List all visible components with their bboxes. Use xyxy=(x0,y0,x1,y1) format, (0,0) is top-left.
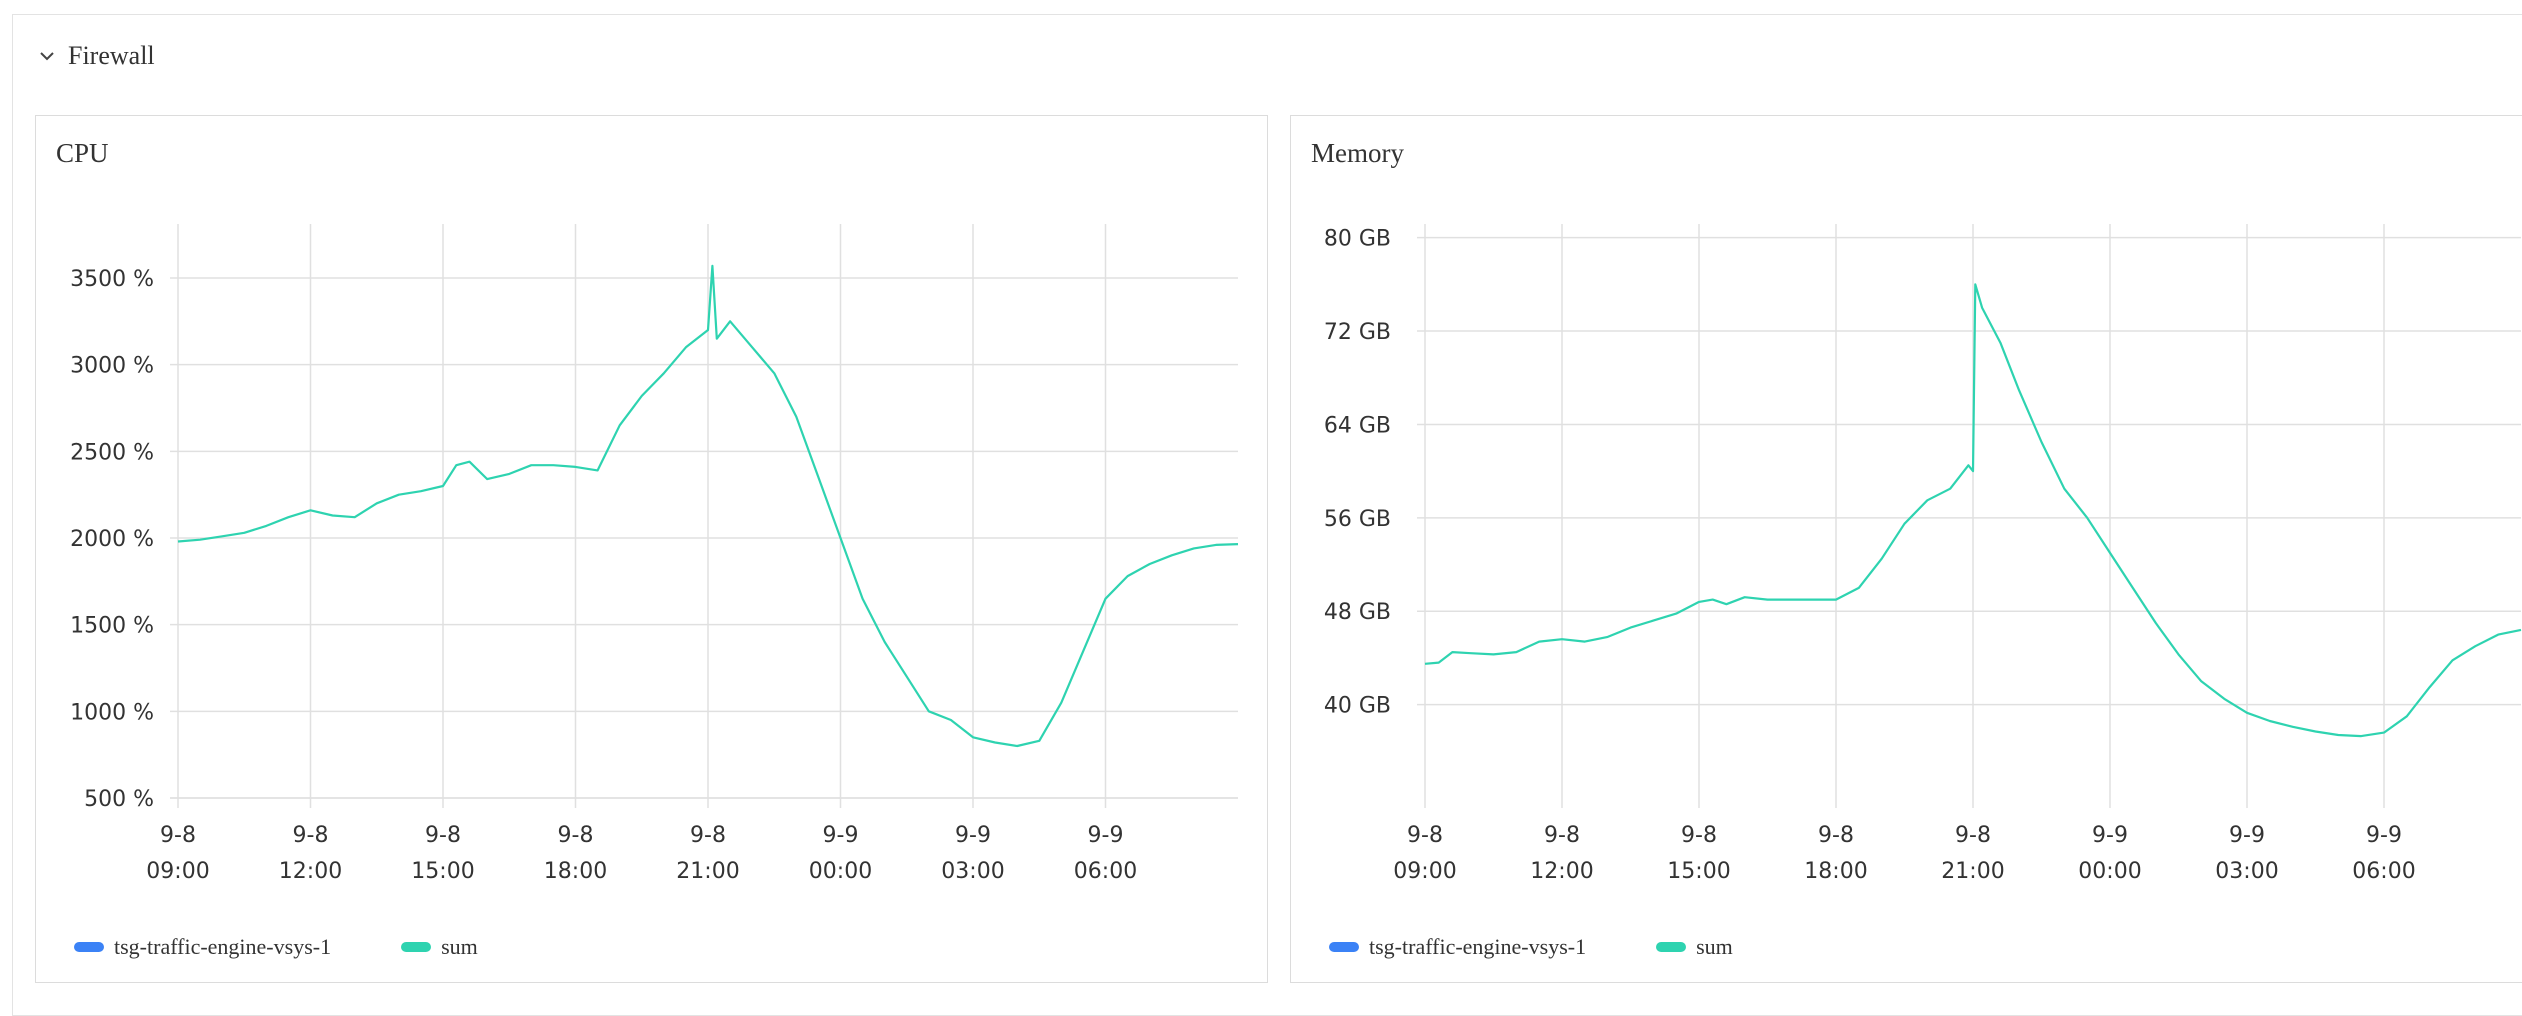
x-tick-label-date: 9-9 xyxy=(823,823,859,848)
x-tick-label-date: 9-9 xyxy=(2366,823,2402,848)
x-tick-label-date: 9-9 xyxy=(2229,823,2265,848)
legend-label: tsg-traffic-engine-vsys-1 xyxy=(1369,934,1587,959)
x-tick-label-date: 9-8 xyxy=(1544,823,1580,848)
series-line-sum xyxy=(177,264,1239,748)
memory-chart: 80 GB 72 GB 64 GB 56 GB 48 GB 40 GB 9-8 09:00 9-… xyxy=(1324,224,2522,884)
x-tick-label-time: 09:00 xyxy=(146,859,209,884)
y-tick-label: 40 GB xyxy=(1324,694,1391,719)
x-tick-label-time: 15:00 xyxy=(1667,859,1730,884)
x-tick-label-date: 9-8 xyxy=(1681,823,1717,848)
chart-legend: tsg-traffic-engine-vsys-1 sum xyxy=(74,934,478,960)
legend-item-tsg-traffic-engine-vsys-1[interactable]: tsg-traffic-engine-vsys-1 xyxy=(1329,934,1586,960)
x-tick-label-time: 00:00 xyxy=(809,859,872,884)
legend-swatch xyxy=(74,942,104,952)
x-tick-label-date: 9-8 xyxy=(558,823,594,848)
x-tick-label-time: 03:00 xyxy=(2215,859,2278,884)
legend-swatch xyxy=(1329,942,1359,952)
legend-swatch xyxy=(1656,942,1687,952)
y-tick-label: 56 GB xyxy=(1324,507,1391,532)
x-tick-label-time: 18:00 xyxy=(1804,859,1867,884)
panel-title: CPU xyxy=(56,138,109,168)
x-tick-label-date: 9-8 xyxy=(690,823,726,848)
x-tick-label-date: 9-8 xyxy=(1955,823,1991,848)
legend-label: tsg-traffic-engine-vsys-1 xyxy=(114,934,332,959)
memory-chart-panel: Memory 80 GB 72 GB 64 GB 56 GB 48 GB 40 GB 9-8… xyxy=(1290,115,2522,983)
chevron-down-icon xyxy=(40,52,54,61)
x-tick-label-date: 9-9 xyxy=(2092,823,2128,848)
y-tick-label: 64 GB xyxy=(1324,413,1391,438)
x-tick-label-time: 18:00 xyxy=(544,859,607,884)
y-tick-label: 2000 % xyxy=(70,527,154,552)
x-tick-label-time: 06:00 xyxy=(1074,859,1137,884)
y-tick-label: 2500 % xyxy=(70,440,154,465)
legend-item-sum[interactable]: sum xyxy=(401,934,478,960)
x-tick-label-date: 9-8 xyxy=(425,823,461,848)
y-tick-label: 72 GB xyxy=(1324,320,1391,345)
legend-swatch xyxy=(401,942,432,952)
cpu-chart-panel: CPU 3500 % 3000 % 2500 % 2000 % 1500 % 1000 %… xyxy=(35,115,1268,983)
legend-item-sum[interactable]: sum xyxy=(1656,934,1733,960)
x-tick-label-time: 21:00 xyxy=(676,859,739,884)
chart-legend: tsg-traffic-engine-vsys-1 sum xyxy=(1329,934,1733,960)
y-tick-label: 3500 % xyxy=(70,267,154,292)
x-tick-label-time: 00:00 xyxy=(2078,859,2141,884)
firewall-section-toggle[interactable]: Firewall xyxy=(36,36,155,76)
x-tick-label-date: 9-8 xyxy=(293,823,329,848)
x-tick-label-date: 9-9 xyxy=(1088,823,1124,848)
x-tick-label-date: 9-9 xyxy=(955,823,991,848)
x-tick-label-date: 9-8 xyxy=(1818,823,1854,848)
y-tick-label: 3000 % xyxy=(70,354,154,379)
series-line-sum xyxy=(1424,283,2522,738)
cpu-chart: 3500 % 3000 % 2500 % 2000 % 1500 % 1000 % 500 … xyxy=(70,224,1239,884)
y-tick-label: 1000 % xyxy=(70,700,154,725)
x-tick-label-time: 12:00 xyxy=(279,859,342,884)
section-title: Firewall xyxy=(68,41,155,70)
y-tick-label: 1500 % xyxy=(70,614,154,639)
y-tick-label: 500 % xyxy=(84,787,154,812)
x-tick-label-time: 06:00 xyxy=(2352,859,2415,884)
y-tick-label: 80 GB xyxy=(1324,227,1391,252)
x-tick-label-time: 15:00 xyxy=(411,859,474,884)
panel-title: Memory xyxy=(1311,138,1404,168)
x-tick-label-time: 09:00 xyxy=(1393,859,1456,884)
legend-label: sum xyxy=(1696,934,1733,959)
y-tick-label: 48 GB xyxy=(1324,600,1391,625)
legend-label: sum xyxy=(441,934,478,959)
x-tick-label-date: 9-8 xyxy=(160,823,196,848)
legend-item-tsg-traffic-engine-vsys-1[interactable]: tsg-traffic-engine-vsys-1 xyxy=(74,934,331,960)
x-tick-label-time: 21:00 xyxy=(1941,859,2004,884)
x-tick-label-time: 03:00 xyxy=(941,859,1004,884)
x-tick-label-date: 9-8 xyxy=(1407,823,1443,848)
x-tick-label-time: 12:00 xyxy=(1530,859,1593,884)
